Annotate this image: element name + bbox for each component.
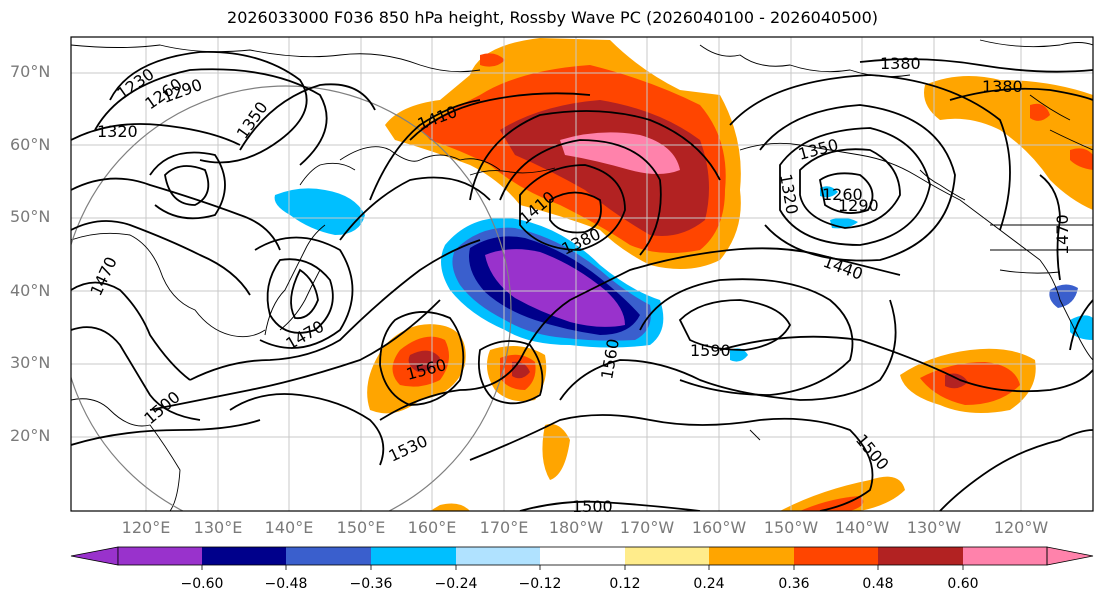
lon-label: 160°E (407, 518, 457, 537)
colorbar-segment (371, 547, 456, 565)
colorbar-segment (118, 547, 202, 565)
colorbar-tick-label: 0.36 (778, 576, 810, 592)
colorbar-segment (963, 547, 1047, 565)
plot-frame (70, 36, 1094, 512)
colorbar-segment (709, 547, 794, 565)
range-circle (71, 85, 512, 511)
contour-label: 1380 (880, 54, 921, 73)
colorbar-segment (625, 547, 709, 565)
contour-label: 1470 (1053, 214, 1072, 255)
colorbar-segment (540, 547, 625, 565)
colorbar-segment (878, 547, 963, 565)
positive-anomaly-north-pacific (385, 38, 741, 269)
chart-title: 2026033000 F036 850 hPa height, Rossby W… (227, 8, 878, 27)
lon-label: 170°E (479, 518, 529, 537)
colorbar-extend-low (70, 546, 119, 566)
contour-label: 1320 (97, 122, 138, 141)
lon-label: 170°W (619, 518, 675, 537)
lon-label: 140°E (264, 518, 314, 537)
contour-label: 1380 (982, 77, 1023, 96)
colorbar-tick-label: 0.24 (693, 576, 725, 592)
colorbar-tick-label: 0.48 (862, 576, 894, 592)
lat-label: 20°N (10, 426, 51, 445)
lat-label: 50°N (10, 207, 51, 226)
gridlines (71, 37, 1093, 511)
contour-label: 1500 (572, 497, 613, 516)
lat-label: 70°N (10, 62, 51, 81)
lon-label: 140°W (834, 518, 890, 537)
colorbar-tick-label: 0.60 (947, 576, 979, 592)
colorbar-segment (286, 547, 371, 565)
colorbar-segment (202, 547, 286, 565)
lat-label: 30°N (10, 353, 51, 372)
lon-label: 130°W (906, 518, 962, 537)
negative-anomaly-central-pacific (441, 217, 748, 362)
lon-label: 150°E (336, 518, 386, 537)
lat-label: 40°N (10, 281, 51, 300)
contour-label: 1260 (822, 185, 863, 204)
lon-label: 150°W (763, 518, 819, 537)
lon-label: 120°E (121, 518, 171, 537)
colorbar (70, 546, 1094, 570)
colorbar-tick-label: 0.12 (609, 576, 641, 592)
colorbar-tick-label: −0.48 (264, 576, 308, 592)
lon-label: 130°E (193, 518, 243, 537)
colorbar-tick-label: −0.24 (434, 576, 478, 592)
lat-label: 60°N (10, 135, 51, 154)
colorbar-extend-high (1046, 546, 1094, 566)
colorbar-tick-label: −0.12 (518, 576, 562, 592)
colorbar-tick-label: −0.60 (180, 576, 224, 592)
colorbar-tick-label: −0.36 (349, 576, 393, 592)
lon-label: 160°W (691, 518, 747, 537)
height-contours (71, 51, 1093, 511)
negative-anomaly-small (274, 186, 1093, 340)
contour-label: 1590 (690, 341, 731, 360)
colorbar-segment (456, 547, 540, 565)
contour-label: 1290 (838, 196, 879, 215)
colorbar-segment (794, 547, 878, 565)
lon-label: 120°W (993, 518, 1049, 537)
lon-label: 180°W (548, 518, 604, 537)
map-plot-area (71, 37, 1093, 511)
